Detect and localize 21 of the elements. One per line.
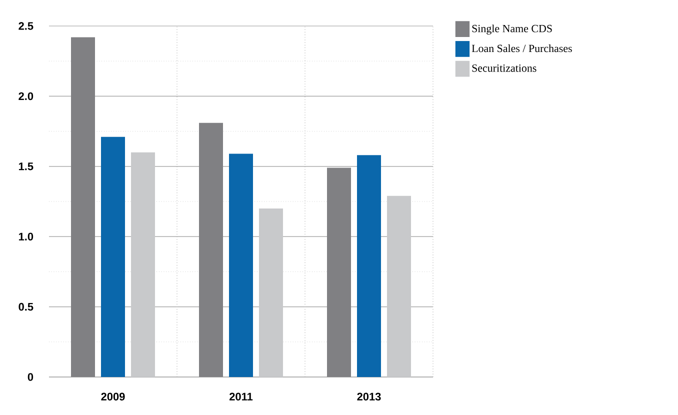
bar [357,155,381,377]
bar [101,136,125,377]
bar [71,37,95,377]
y-tick-label: 2.5 [18,22,34,30]
bar [387,196,412,377]
y-tick-label: 1.0 [18,232,34,240]
x-tick-label: 2011 [229,392,253,401]
bar [199,122,223,377]
y-tick-label: 0 [28,373,34,381]
legend-label: Loan Sales / Purchases [472,44,572,52]
y-tick-label: 0.5 [18,302,34,311]
bar [327,168,351,377]
bar [229,154,253,377]
legend-label: Securitizations [472,64,536,72]
legend-label: Single Name CDS [472,24,552,35]
x-tick-label: 2009 [101,392,125,401]
y-tick-label: 2.0 [18,92,34,100]
bar [131,152,155,377]
y-tick-label: 1.5 [18,162,34,170]
x-tick-label: 2013 [357,392,381,401]
bar [259,208,283,377]
